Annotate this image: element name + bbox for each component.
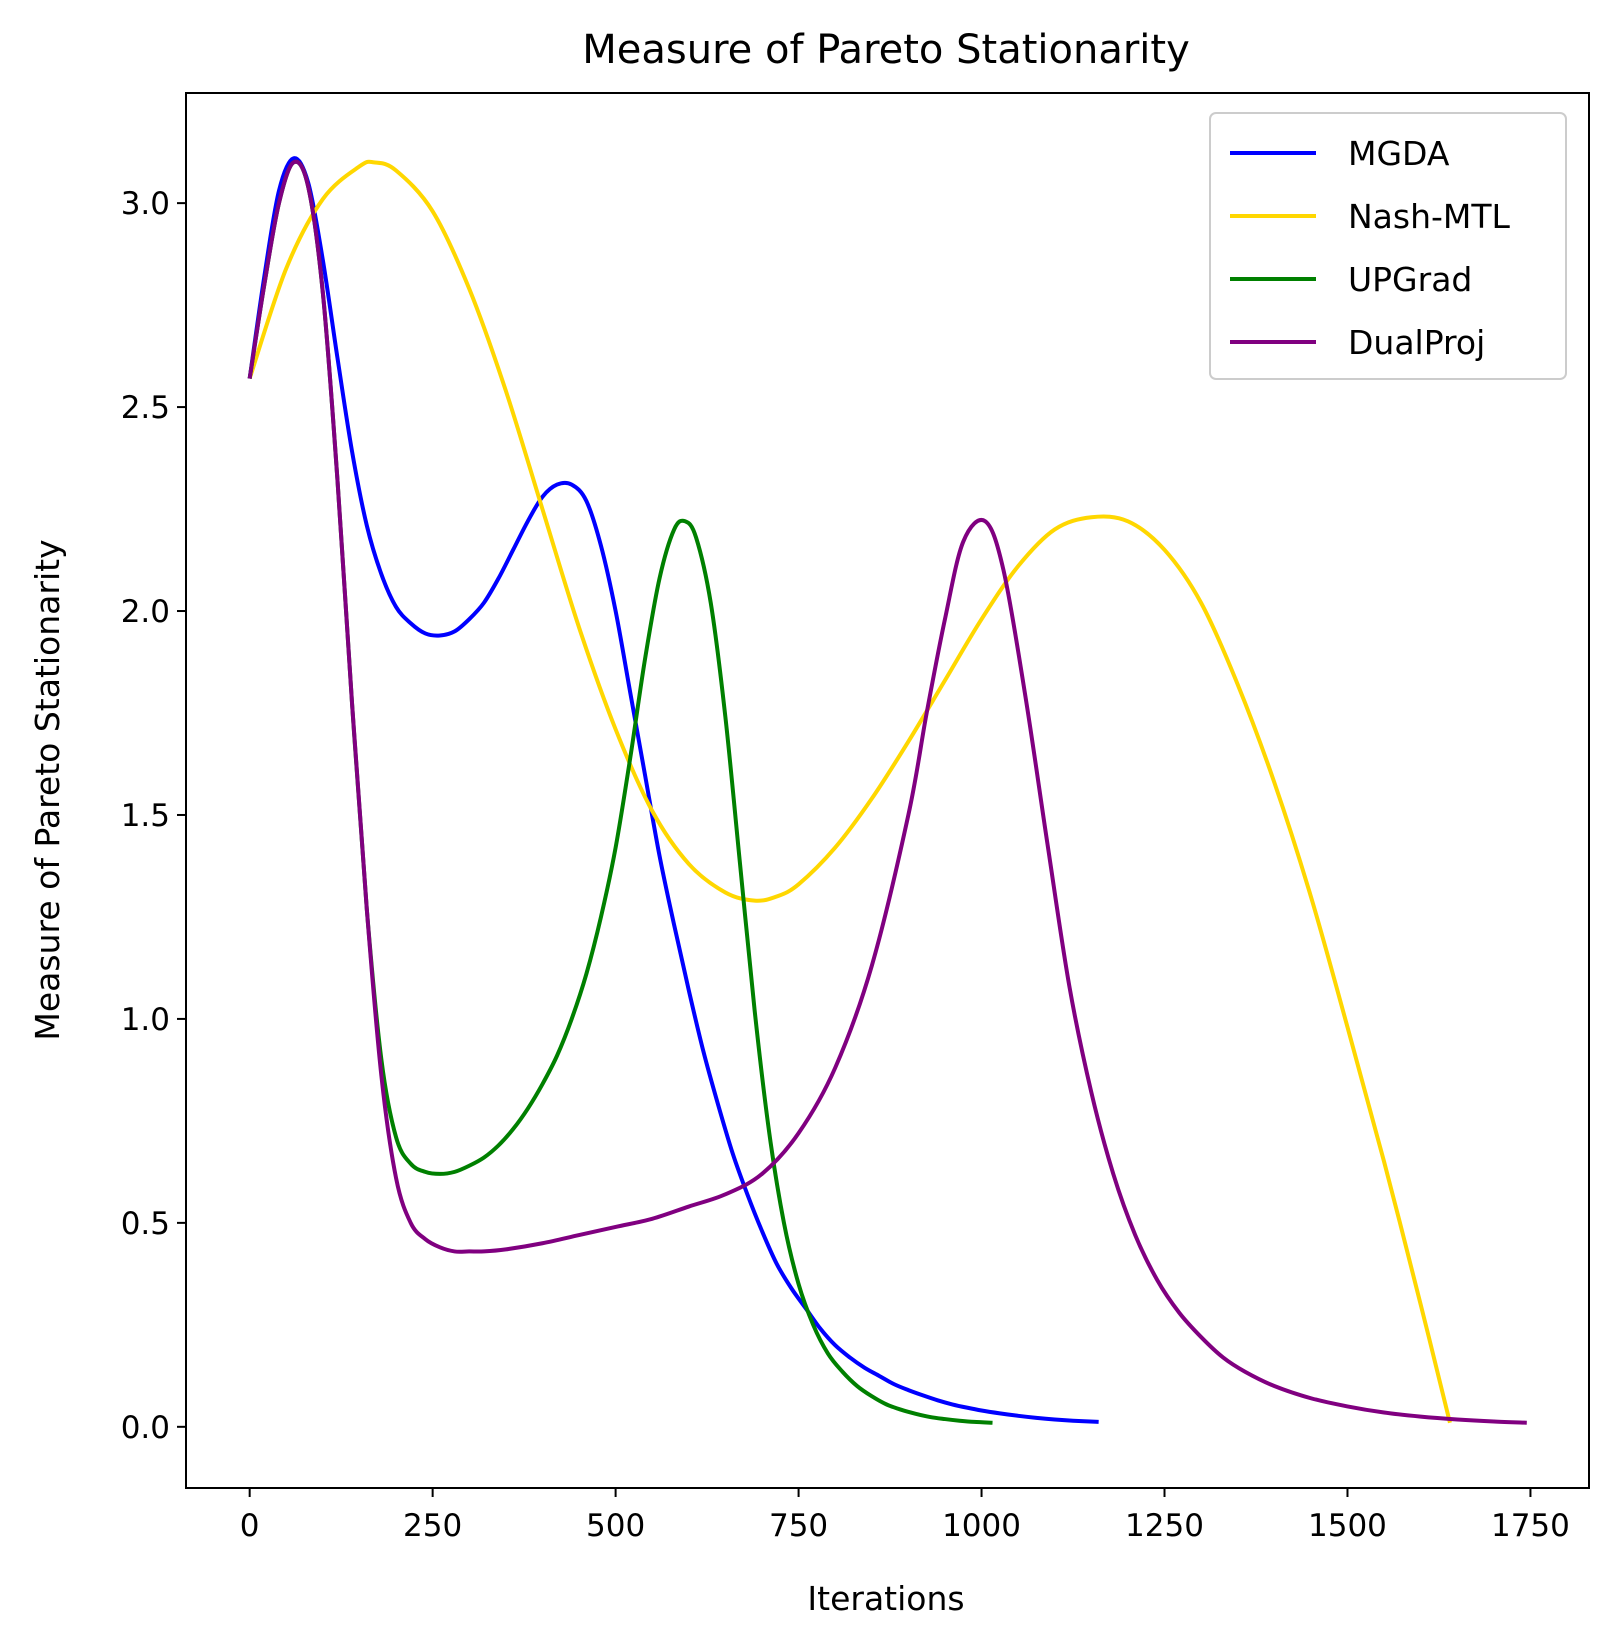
y-tick-label: 1.0 xyxy=(121,1002,170,1038)
x-tick-label: 750 xyxy=(769,1508,828,1544)
x-tick-label: 500 xyxy=(586,1508,645,1544)
y-tick-label: 0.5 xyxy=(121,1206,170,1242)
chart-title: Measure of Pareto Stationarity xyxy=(582,27,1190,73)
x-tick-label: 1250 xyxy=(1125,1508,1204,1544)
series-line-mgda xyxy=(247,156,1099,1424)
y-tick-label: 2.0 xyxy=(121,594,170,630)
x-tick-label: 0 xyxy=(240,1508,260,1544)
legend-label-dualproj: DualProj xyxy=(1348,323,1485,362)
legend-label-mgda: MGDA xyxy=(1348,134,1450,173)
y-axis-ticks: 0.0 0.5 1.0 1.5 2.0 2.5 3.0 xyxy=(121,186,186,1446)
x-tick-label: 1000 xyxy=(942,1508,1021,1544)
y-tick-label: 2.5 xyxy=(121,390,170,426)
legend-frame xyxy=(1209,112,1567,380)
y-tick-label: 0.0 xyxy=(121,1410,170,1446)
legend-entries: MGDA Nash-MTL UPGrad DualProj xyxy=(1230,134,1511,362)
series-line-dualproj xyxy=(247,159,1527,1425)
series-layer xyxy=(247,156,1527,1425)
legend-label-nash-mtl: Nash-MTL xyxy=(1348,197,1511,236)
y-tick-label: 3.0 xyxy=(121,186,170,222)
plot-frame xyxy=(185,92,1590,1489)
x-axis-label: Iterations xyxy=(807,1579,964,1618)
legend-label-upgrad: UPGrad xyxy=(1348,260,1472,299)
y-tick-label: 1.5 xyxy=(121,798,170,834)
x-tick-label: 250 xyxy=(403,1508,462,1544)
x-axis-ticks: 0 250 500 750 1000 1250 1500 1750 xyxy=(240,1488,1570,1544)
x-tick-label: 1750 xyxy=(1491,1508,1570,1544)
legend: MGDA Nash-MTL UPGrad DualProj xyxy=(1209,112,1567,380)
x-tick-label: 1500 xyxy=(1308,1508,1387,1544)
series-line-nash-mtl xyxy=(247,159,1452,1424)
y-axis-label: Measure of Pareto Stationarity xyxy=(28,539,67,1040)
